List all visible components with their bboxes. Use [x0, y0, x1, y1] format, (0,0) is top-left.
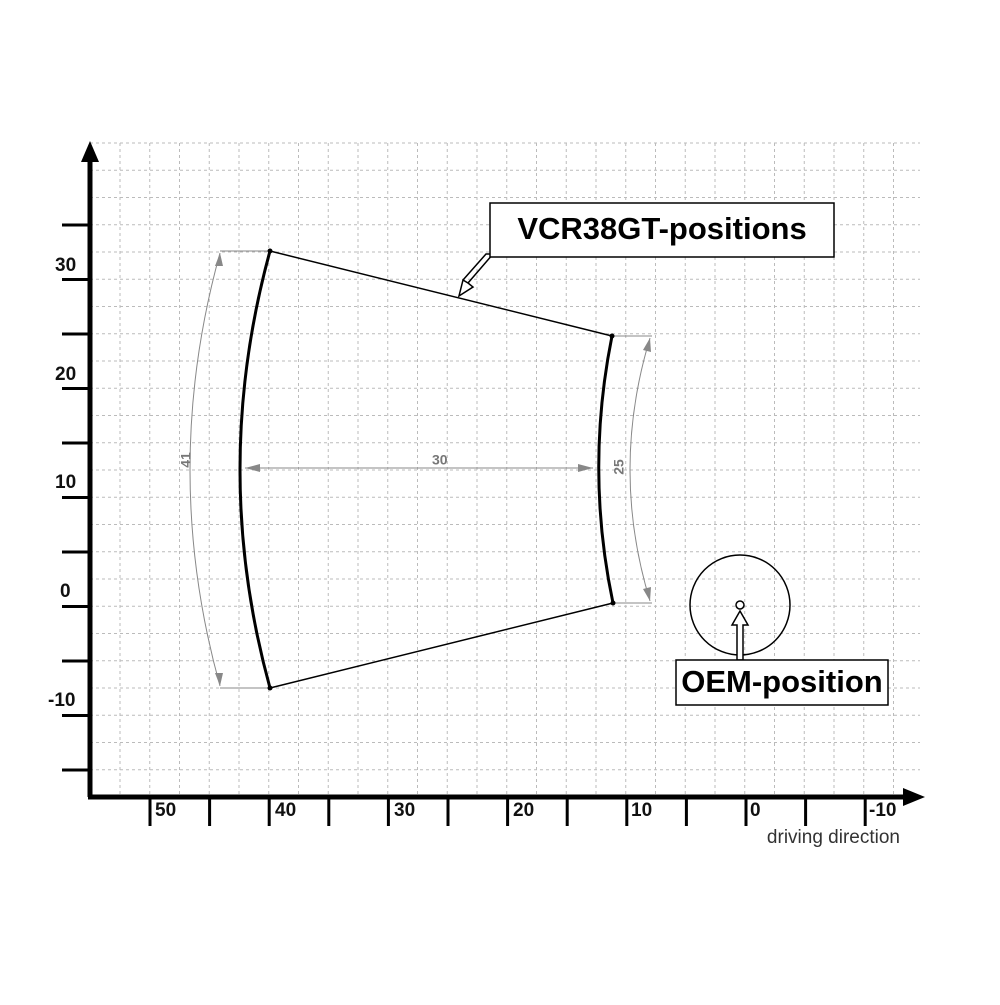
oem-point: [735, 600, 745, 610]
oem-box: [675, 659, 889, 706]
dimensions: [189, 250, 652, 689]
x-axis-arrow: [903, 788, 925, 806]
x-label: 50: [155, 800, 176, 821]
oem-label: OEM-position: [681, 664, 882, 699]
oem-arrow: [730, 609, 750, 661]
vcr-region: [238, 250, 615, 689]
y-axis-arrow: [81, 141, 99, 162]
dimension-label: 41: [178, 452, 194, 468]
x-label: 30: [394, 800, 415, 821]
corner-points: [267, 248, 616, 691]
vcr-box: [489, 202, 835, 258]
x-label: 0: [750, 800, 761, 821]
x-axis-title: driving direction: [767, 827, 900, 848]
y-label: 20: [55, 364, 76, 385]
x-label: 10: [631, 800, 652, 821]
x-label: 40: [275, 800, 296, 821]
dimension-label: 25: [611, 459, 627, 475]
y-label: 10: [55, 472, 76, 493]
vcr-arrow: [457, 253, 494, 298]
y-label: 0: [60, 581, 71, 602]
x-label: -10: [869, 800, 896, 821]
dimension-label: 30: [432, 452, 448, 468]
ticks: [62, 223, 867, 826]
vcr-label: VCR38GT-positions: [517, 211, 806, 246]
y-label: -10: [48, 690, 75, 711]
dimension-arrows: [215, 253, 651, 686]
y-label: 30: [55, 255, 76, 276]
x-label: 20: [513, 800, 534, 821]
